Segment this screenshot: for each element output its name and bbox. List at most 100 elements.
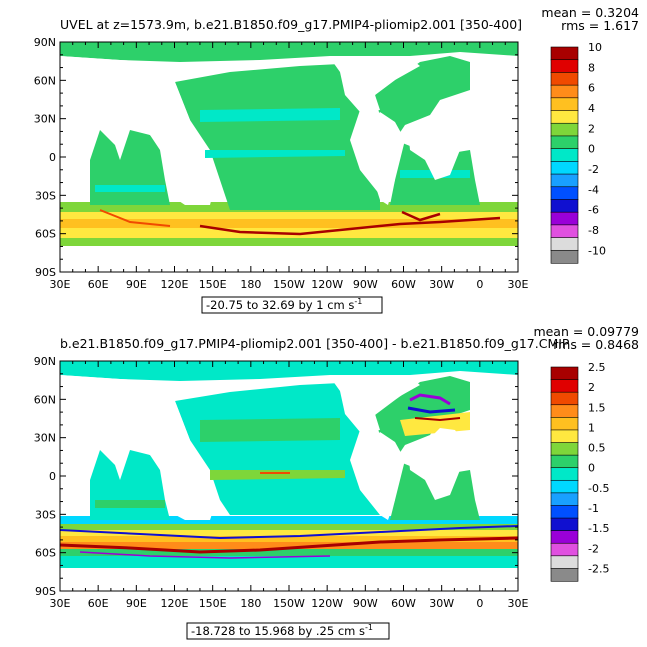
panel-2-colorbar-segment: [550, 379, 579, 393]
panel-1-y-tick-label: 90S: [35, 266, 56, 279]
panel-2-colorbar-label: 0.5: [588, 442, 606, 455]
panel-1-colorbar-label: -10: [588, 244, 606, 257]
panel-1-colorbar-label: 0: [588, 143, 595, 156]
panel-2-colorbar-segment: [550, 542, 579, 557]
panel-1-colorbar-segment: [550, 211, 579, 226]
panel-2-colorbar-label: 0: [588, 462, 595, 475]
panel-1-colorbar-segment: [550, 110, 579, 124]
panel-2-colorbar-segment: [550, 417, 579, 431]
panel-2-colorbar-label: -1: [588, 502, 599, 515]
panel-1-colorbar-segment: [550, 224, 579, 239]
panel-1-y-tick-label: 60N: [34, 74, 56, 87]
panel-1-x-tick-label: 60W: [391, 278, 416, 291]
panel-2-y-tick-label: 0: [49, 470, 56, 483]
panel-2-colorbar-label: -2: [588, 542, 599, 555]
panel-2-colorbar-segment: [550, 391, 579, 406]
panel-1-x-tick-label: 150E: [199, 278, 227, 291]
panel-1-colorbar-label: 6: [588, 82, 595, 95]
panel-1-colorbar-label: 10: [588, 41, 602, 54]
panel-2-range-label: -18.728 to 15.968 by .25 cm s: [191, 624, 365, 638]
panel-1-y-tick-label: 30N: [34, 113, 56, 126]
panel-2-colorbar-segment: [550, 404, 579, 418]
panel-1-colorbar-segment: [550, 186, 579, 201]
panel-2-y-tick-label: 30S: [35, 508, 56, 521]
panel-1-colorbar-label: 8: [588, 61, 595, 74]
panel-2-colorbar-segment: [550, 442, 579, 456]
panel-2-colorbar-segment: [550, 366, 579, 381]
panel-1-y-tick-label: 30S: [35, 189, 56, 202]
panel-1-colorbar-segment: [550, 122, 579, 137]
panel-1-colorbar-segment: [550, 135, 579, 150]
panel-2-x-tick-label: 90W: [353, 597, 378, 610]
panel-2-colorbar-label: 2: [588, 381, 595, 394]
panel-2-y-axis: 90N 60N 30N 0 30S 60S 90S: [34, 355, 518, 598]
panel-2-colorbar-segment: [550, 492, 579, 507]
panel-1-colorbar-segment: [550, 161, 579, 175]
panel-1-x-tick-label: 0: [476, 278, 483, 291]
panel-1-title: UVEL at z=1573.9m, b.e21.B1850.f09_g17.P…: [60, 17, 522, 32]
panel-2-range-box: -18.728 to 15.968 by .25 cm s-1: [186, 622, 390, 640]
panel-1-colorbar-segment: [550, 237, 579, 251]
panel-2-colorbar-segment: [550, 568, 579, 582]
panel-2-y-tick-label: 90N: [34, 355, 56, 368]
panel-1-colorbar-label: -2: [588, 163, 599, 176]
svg-text:-20.75 to 32.69 by 1 cm s-1: -20.75 to 32.69 by 1 cm s-1: [206, 297, 362, 312]
panel-1-x-tick-label: 180: [240, 278, 261, 291]
panel-1-mean: mean = 0.3204: [541, 5, 639, 20]
panel-1: UVEL at z=1573.9m, b.e21.B1850.f09_g17.P…: [34, 5, 639, 314]
panel-1-colorbar-segment: [550, 148, 579, 162]
panel-2-colorbar-label: -0.5: [588, 482, 609, 495]
panel-1-rms: rms = 1.617: [561, 18, 639, 33]
panel-2-x-tick-label: 30E: [50, 597, 71, 610]
panel-1-x-tick-label: 30E: [508, 278, 529, 291]
panel-2-y-tick-label: 30N: [34, 432, 56, 445]
panel-2-colorbar-segment: [550, 467, 579, 481]
panel-2-colorbar-segment: [550, 517, 579, 532]
panel-2-x-tick-label: 30E: [508, 597, 529, 610]
panel-1-colorbar-label: -4: [588, 183, 599, 196]
panel-2-x-tick-label: 30W: [429, 597, 454, 610]
panel-2-x-tick-label: 60E: [88, 597, 109, 610]
panel-1-x-tick-label: 150W: [273, 278, 305, 291]
panel-2-y-tick-label: 60S: [35, 547, 56, 560]
panel-2-mean: mean = 0.09779: [533, 324, 639, 339]
panel-2-rms: rms = 0.8468: [553, 337, 639, 352]
panel-2-colorbar-label: -2.5: [588, 562, 609, 575]
panel-2-colorbar-label: 1: [588, 421, 595, 434]
panel-1-x-axis: 30E 60E 90E 120E 150E 180 150W 120W 90W 60W 30W 0 30…: [50, 42, 529, 291]
panel-2-colorbar-segment: [550, 555, 579, 570]
svg-text:-18.728 to 15.968 by .25 cm s-: -18.728 to 15.968 by .25 cm s-1: [191, 623, 373, 638]
panel-1-x-tick-label: 120E: [161, 278, 189, 291]
panel-1-x-tick-label: 30W: [429, 278, 454, 291]
panel-1-x-tick-label: 120W: [311, 278, 343, 291]
panel-1-colorbar-label: 4: [588, 102, 595, 115]
panel-2-colorbar-segment: [550, 530, 579, 544]
panel-1-colorbar-label: -6: [588, 204, 599, 217]
panel-1-y-tick-label: 60S: [35, 228, 56, 241]
panel-2-colorbar-segment: [550, 505, 579, 519]
panel-1-colorbar-label: 2: [588, 122, 595, 135]
panel-2-title: b.e21.B1850.f09_g17.PMIP4-pliomip2.001 […: [60, 336, 570, 351]
panel-1-colorbar-segment: [550, 72, 579, 86]
panel-2-x-tick-label: 180: [240, 597, 261, 610]
panel-2-x-tick-label: 0: [476, 597, 483, 610]
panel-2-colorbar-segment: [550, 429, 579, 444]
panel-2-range-exponent: -1: [365, 623, 373, 632]
panel-2-x-axis: 30E 60E 90E 120E 150E 180 150W 120W 90W 60W 30W 0 30…: [50, 361, 529, 610]
panel-1-colorbar-segment: [550, 46, 579, 61]
panel-1-x-tick-label: 90W: [353, 278, 378, 291]
panel-1-colorbar-segment: [550, 199, 579, 213]
panel-1-x-tick-label: 90E: [126, 278, 147, 291]
panel-2-y-tick-label: 60N: [34, 393, 56, 406]
panel-2-map: [59, 360, 519, 592]
panel-1-colorbar-segment: [550, 59, 579, 74]
panel-1-colorbar-segment: [550, 97, 579, 112]
panel-1-ocean-field: [60, 42, 518, 272]
panel-2-ocean-field: [60, 361, 518, 591]
panel-1-colorbar-segment: [550, 249, 579, 264]
panel-1-y-axis: 90N 60N 30N 0 30S 60S 90S: [34, 36, 518, 279]
panel-1-colorbar-label: -8: [588, 224, 599, 237]
panel-2-colorbar-label: 2.5: [588, 361, 606, 374]
panel-2-x-tick-label: 60W: [391, 597, 416, 610]
panel-1-x-tick-label: 30E: [50, 278, 71, 291]
